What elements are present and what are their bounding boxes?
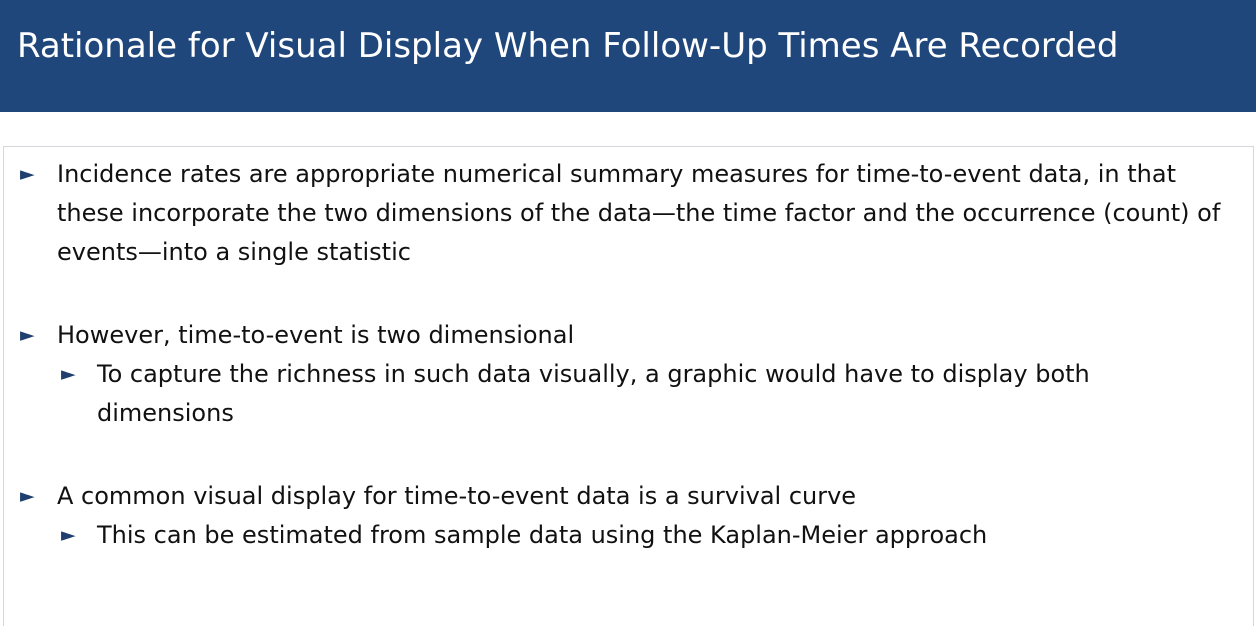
bullet-two-dimensional: ► However, time-to-event is two dimensio… [20, 316, 1237, 355]
sub-bullet-text: To capture the richness in such data vis… [97, 360, 1090, 427]
bullet-incidence-rates: ► Incidence rates are appropriate numeri… [20, 155, 1237, 272]
sub-bullet-text: This can be estimated from sample data u… [97, 521, 988, 549]
bullet-marker-icon: ► [20, 324, 35, 346]
sub-bullet-marker-icon: ► [61, 363, 76, 385]
sub-bullet-kaplan-meier: ► This can be estimated from sample data… [61, 516, 1227, 555]
sub-bullet-capture-richness: ► To capture the richness in such data v… [61, 355, 1227, 433]
content-box [3, 146, 1254, 626]
slide-title: Rationale for Visual Display When Follow… [17, 26, 1119, 66]
sub-bullet-marker-icon: ► [61, 524, 76, 546]
bullet-survival-curve: ► A common visual display for time-to-ev… [20, 477, 1237, 516]
bullet-marker-icon: ► [20, 163, 35, 185]
bullet-text: Incidence rates are appropriate numerica… [57, 160, 1221, 266]
bullet-text: However, time-to-event is two dimensiona… [57, 321, 575, 349]
bullet-text: A common visual display for time-to-even… [57, 482, 857, 510]
title-bar: Rationale for Visual Display When Follow… [0, 0, 1256, 112]
bullet-marker-icon: ► [20, 485, 35, 507]
